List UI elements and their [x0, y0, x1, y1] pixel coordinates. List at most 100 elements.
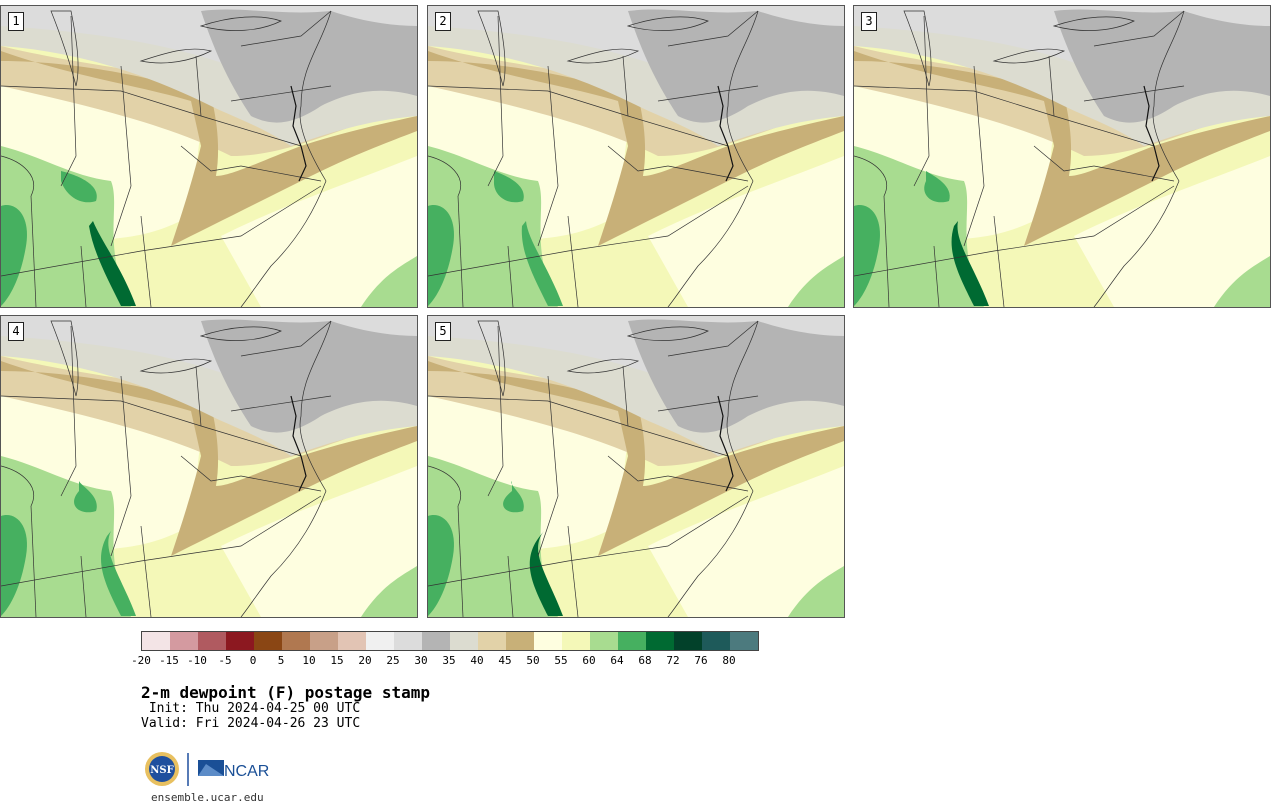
- colorbar-swatch: [170, 632, 198, 650]
- dewpoint-fill: [628, 319, 844, 433]
- lake-outline: [566, 48, 640, 64]
- dewpoint-fill: [221, 156, 417, 307]
- colorbar-tick-label: 35: [442, 654, 456, 667]
- colorbar-tick-label: 40: [470, 654, 484, 667]
- state-border: [993, 215, 1005, 307]
- lake-outline: [992, 48, 1066, 64]
- dewpoint-fill: [428, 361, 844, 556]
- state-border: [1, 465, 34, 507]
- dewpoint-fill: [1, 205, 27, 306]
- dewpoint-fill: [1, 51, 417, 246]
- dewpoint-fill: [1214, 256, 1270, 307]
- colorbar-tick-label: 0: [249, 654, 257, 667]
- state-border: [428, 465, 461, 507]
- dewpoint-fill: [648, 156, 844, 307]
- map-panel-2[interactable]: 2: [427, 5, 845, 308]
- map-panel-1[interactable]: 1: [0, 5, 418, 308]
- svg-text:NSF: NSF: [150, 765, 173, 776]
- dewpoint-fill: [648, 466, 844, 617]
- lake-outline: [139, 48, 213, 64]
- state-border: [240, 320, 332, 357]
- dewpoint-fill: [428, 515, 454, 616]
- state-border: [933, 245, 940, 307]
- state-border: [913, 15, 930, 187]
- dewpoint-fill: [61, 171, 97, 203]
- dewpoint-fill: [428, 51, 844, 246]
- state-border: [667, 320, 759, 617]
- map-panel-5[interactable]: 5: [427, 315, 845, 618]
- dewpoint-fill: [1, 361, 417, 556]
- dewpoint-fill: [788, 566, 844, 617]
- state-border: [240, 475, 322, 492]
- dewpoint-fill: [361, 256, 417, 307]
- state-border: [507, 245, 514, 307]
- colorbar-tick-label: 15: [330, 654, 344, 667]
- colorbar-tick-label: 10: [302, 654, 316, 667]
- dewpoint-fill: [529, 531, 563, 616]
- colorbar-tick-label: 50: [526, 654, 540, 667]
- dewpoint-fill: [201, 9, 417, 123]
- state-border: [1, 495, 322, 587]
- state-border: [854, 85, 1155, 147]
- state-border: [1093, 10, 1185, 307]
- state-border: [667, 10, 759, 307]
- colorbar-tick-label: 64: [610, 654, 624, 667]
- lake-outline: [50, 320, 79, 397]
- state-border: [1, 155, 34, 197]
- sponsor-logos: NSF NCAR: [144, 750, 274, 790]
- state-border: [1093, 10, 1185, 47]
- state-border: [240, 10, 332, 47]
- colorbar-swatch: [478, 632, 506, 650]
- lake-outline: [199, 326, 282, 341]
- dewpoint-colorbar: [141, 631, 759, 651]
- panel-number-label: 3: [861, 12, 877, 31]
- lake-outline: [626, 16, 709, 31]
- state-border: [180, 455, 242, 482]
- state-border: [140, 525, 152, 617]
- state-border: [240, 10, 332, 307]
- state-border: [854, 155, 887, 197]
- state-border: [1093, 165, 1175, 182]
- state-border: [30, 505, 37, 617]
- state-border: [195, 365, 202, 427]
- svg-text:NCAR: NCAR: [224, 763, 269, 780]
- state-border: [180, 145, 242, 172]
- colorbar-swatch: [198, 632, 226, 650]
- colorbar-tick-labels: -20 -15 -10 -5 0 5 10 15 20 25 30 35 40 45 50 55 60 64 68 7…: [131, 654, 757, 668]
- state-border: [487, 325, 504, 497]
- colorbar-tick-label: 76: [694, 654, 708, 667]
- dewpoint-fill: [1054, 9, 1270, 123]
- colorbar-tick-label: -20: [131, 654, 151, 667]
- state-border: [457, 505, 464, 617]
- state-border: [622, 365, 629, 427]
- chart-title: 2-m dewpoint (F) postage stamp: [141, 683, 430, 702]
- state-border: [428, 85, 729, 147]
- colorbar-swatch: [618, 632, 646, 650]
- panel-number-label: 1: [8, 12, 24, 31]
- state-border: [537, 65, 559, 247]
- ncar-logo-icon: NCAR: [198, 760, 269, 780]
- coastline: [290, 85, 307, 182]
- state-border: [537, 375, 559, 557]
- state-border: [883, 195, 890, 307]
- map-panel-4[interactable]: 4: [0, 315, 418, 618]
- state-border: [110, 375, 132, 557]
- colorbar-swatch: [226, 632, 254, 650]
- state-border: [60, 325, 77, 497]
- colorbar-swatch: [254, 632, 282, 650]
- map-panel-3[interactable]: 3: [853, 5, 1271, 308]
- dewpoint-fill: [1074, 156, 1270, 307]
- state-border: [230, 85, 332, 102]
- state-border: [110, 65, 132, 247]
- state-border: [667, 320, 759, 357]
- lake-outline: [477, 320, 506, 397]
- state-border: [854, 185, 1175, 277]
- dewpoint-fill: [101, 531, 136, 616]
- lake-outline: [1052, 16, 1135, 31]
- state-border: [428, 155, 461, 197]
- state-border: [428, 495, 749, 587]
- state-border: [240, 320, 332, 617]
- lake-outline: [566, 358, 640, 374]
- state-border: [230, 395, 332, 412]
- state-border: [487, 15, 504, 187]
